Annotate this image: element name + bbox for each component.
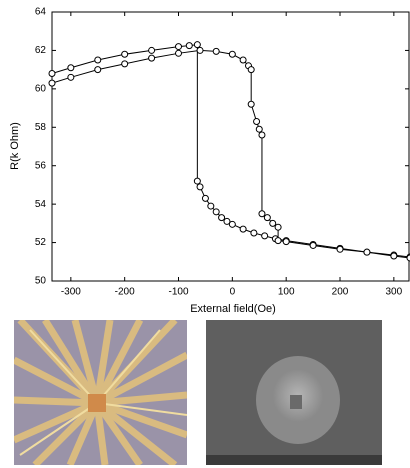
data-point bbox=[239, 225, 247, 233]
data-point bbox=[255, 125, 263, 133]
data-point bbox=[67, 64, 75, 72]
data-point bbox=[258, 210, 266, 218]
data-point bbox=[247, 100, 255, 108]
x-tick-label: 100 bbox=[278, 287, 295, 298]
y-tick-label: 54 bbox=[35, 199, 47, 210]
data-point bbox=[196, 46, 204, 54]
x-tick-label: 300 bbox=[386, 287, 403, 298]
sem-image bbox=[206, 320, 382, 465]
data-point bbox=[193, 41, 201, 49]
data-point bbox=[175, 49, 183, 57]
x-tick-label: 0 bbox=[230, 287, 236, 298]
plot-frame bbox=[51, 11, 410, 282]
data-point bbox=[193, 177, 201, 185]
data-point bbox=[218, 214, 226, 222]
data-point bbox=[261, 232, 269, 240]
data-point bbox=[148, 46, 156, 54]
y-tick-label: 50 bbox=[35, 276, 47, 287]
data-point bbox=[228, 220, 236, 228]
data-point bbox=[269, 219, 277, 227]
data-point bbox=[223, 217, 231, 225]
data-point bbox=[121, 60, 129, 68]
x-tick-label: -200 bbox=[115, 287, 135, 298]
data-point bbox=[94, 56, 102, 64]
data-point bbox=[148, 54, 156, 62]
y-tick-label: 64 bbox=[35, 7, 47, 18]
data-point bbox=[196, 183, 204, 191]
y-tick-label: 52 bbox=[35, 237, 47, 248]
data-point bbox=[363, 248, 371, 256]
data-point bbox=[94, 66, 102, 74]
y-axis-label: R(k Ohm) bbox=[9, 122, 21, 170]
data-point bbox=[406, 254, 410, 262]
y-tick-label: 58 bbox=[35, 122, 47, 133]
data-point bbox=[282, 238, 290, 246]
data-point bbox=[201, 194, 209, 202]
data-point bbox=[247, 66, 255, 74]
data-point bbox=[274, 237, 282, 245]
x-axis-label: External field(Oe) bbox=[190, 303, 276, 315]
x-tick-label: 200 bbox=[332, 287, 349, 298]
series-line bbox=[51, 44, 410, 258]
data-point bbox=[336, 245, 344, 253]
y-tick-label: 60 bbox=[35, 83, 47, 94]
y-tick-label: 62 bbox=[35, 45, 47, 56]
data-point bbox=[263, 214, 271, 222]
data-point bbox=[48, 79, 56, 87]
data-point bbox=[207, 202, 215, 210]
optical-micrograph bbox=[14, 320, 187, 465]
data-point bbox=[309, 241, 317, 249]
data-point bbox=[212, 47, 220, 55]
data-point bbox=[228, 50, 236, 58]
data-point bbox=[239, 56, 247, 64]
data-point bbox=[250, 229, 258, 237]
data-point bbox=[258, 131, 266, 139]
y-tick-label: 56 bbox=[35, 160, 47, 171]
x-tick-label: -300 bbox=[61, 287, 81, 298]
data-point bbox=[121, 50, 129, 58]
data-point bbox=[48, 69, 56, 77]
data-point bbox=[274, 223, 282, 231]
data-point bbox=[67, 73, 75, 81]
data-point bbox=[185, 42, 193, 50]
data-point bbox=[390, 252, 398, 260]
x-tick-label: -100 bbox=[169, 287, 189, 298]
data-point bbox=[253, 118, 261, 126]
data-point bbox=[212, 208, 220, 216]
data-point bbox=[175, 43, 183, 51]
